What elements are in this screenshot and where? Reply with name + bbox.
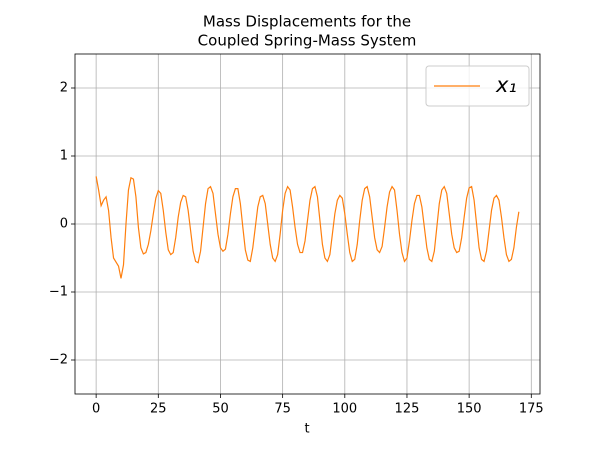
data-line	[95, 176, 520, 279]
y-tick-label: −1	[49, 285, 68, 300]
plot-frame	[74, 53, 541, 395]
x-tick-label: 75	[274, 402, 291, 417]
y-tick-label: 1	[60, 149, 68, 164]
x-tick-label: 150	[457, 402, 482, 417]
x-tick-label: 100	[332, 402, 357, 417]
y-tick-label: 2	[60, 81, 68, 96]
x-tick-label: 175	[519, 402, 544, 417]
chart-title: Coupled Spring-Mass System	[198, 32, 417, 50]
legend-label: x₁	[495, 73, 517, 97]
x-tick-label: 50	[212, 402, 229, 417]
y-tick-label: −2	[49, 353, 68, 368]
x-axis-label: t	[304, 422, 309, 437]
x-tick-label: 25	[150, 402, 167, 417]
x-tick-label: 0	[92, 402, 100, 417]
x-tick-label: 125	[395, 402, 420, 417]
y-tick-label: 0	[60, 217, 68, 232]
chart-title: Mass Displacements for the	[203, 13, 411, 31]
